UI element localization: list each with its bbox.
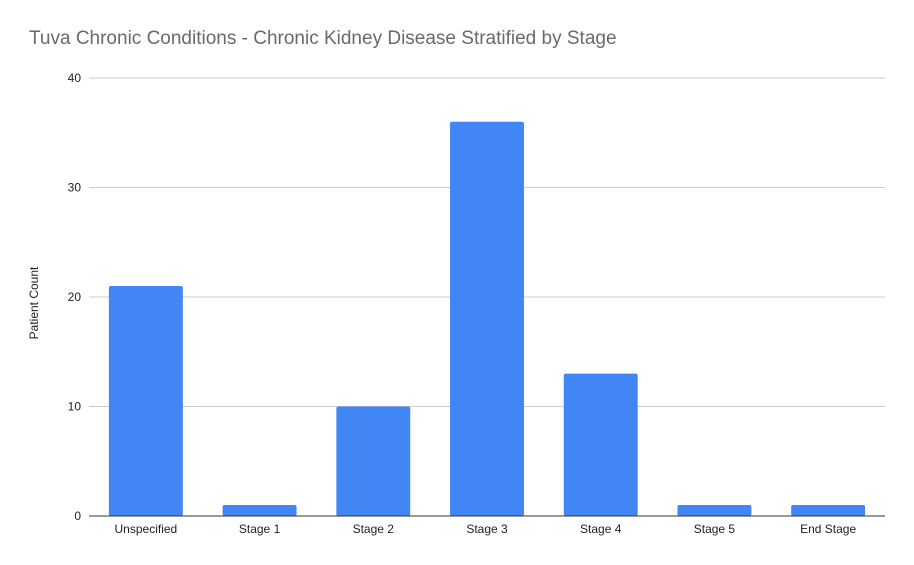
bar <box>791 505 866 516</box>
y-tick-label: 20 <box>68 290 82 304</box>
x-tick-label: Stage 3 <box>466 522 508 536</box>
y-tick-label: 10 <box>68 400 82 414</box>
chart-title: Tuva Chronic Conditions - Chronic Kidney… <box>29 28 617 49</box>
bar <box>450 121 524 517</box>
x-tick-label: Stage 5 <box>694 522 736 536</box>
bar <box>222 505 297 516</box>
axis-layer: 0 10 20 30 40 Unspecified Stage 1 Stage 2 Stage … <box>68 71 885 536</box>
bar <box>108 286 183 516</box>
x-tick-label: Stage 2 <box>353 522 395 536</box>
x-tick-label: Stage 1 <box>239 522 281 536</box>
bar <box>677 505 752 516</box>
bar <box>563 373 638 516</box>
x-tick-label: Unspecified <box>115 522 178 536</box>
x-tick-label: End Stage <box>800 522 856 536</box>
bar-layer <box>108 121 866 517</box>
y-tick-label: 30 <box>68 181 82 195</box>
x-tick-label: Stage 4 <box>580 522 622 536</box>
y-tick-label: 40 <box>68 71 82 85</box>
y-axis-label: Patient Count <box>27 266 41 339</box>
y-tick-label: 0 <box>74 509 81 523</box>
bar <box>336 406 411 516</box>
